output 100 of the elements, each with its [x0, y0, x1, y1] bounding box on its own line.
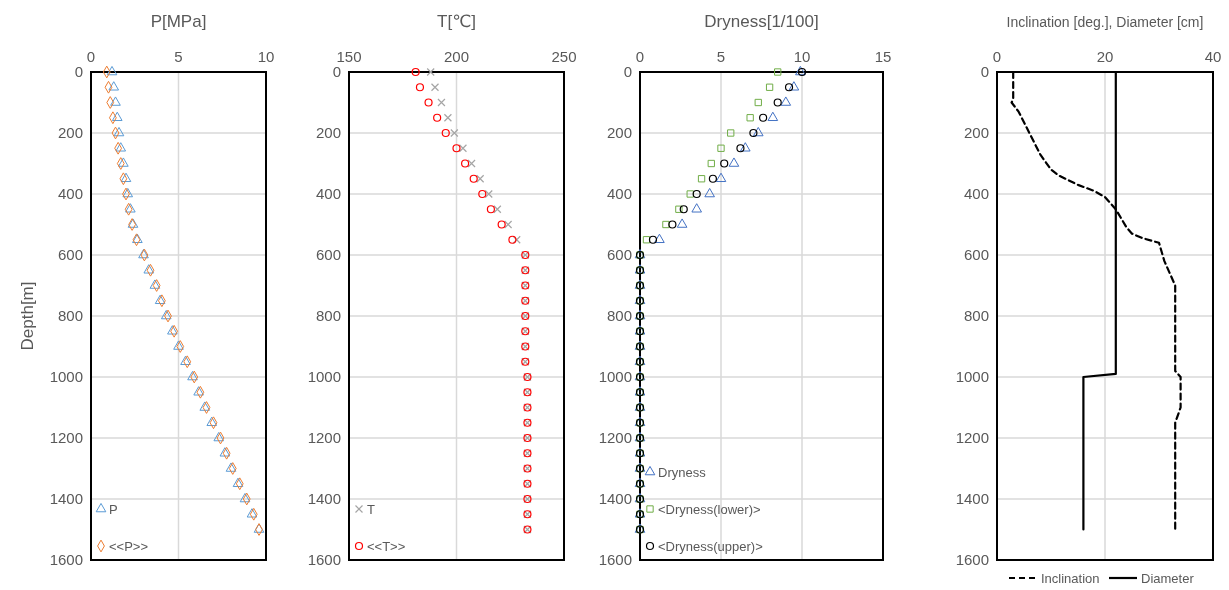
- point: [708, 174, 717, 183]
- point: [437, 98, 446, 107]
- legend-label: Diameter: [1141, 570, 1195, 586]
- point: [108, 81, 120, 91]
- y-tick-label: 800: [963, 307, 989, 325]
- y-tick-label: 1000: [598, 368, 632, 386]
- x-tick-label: 5: [174, 48, 183, 65]
- point: [115, 142, 127, 152]
- legend-label: <Dryness(upper)>: [658, 538, 763, 554]
- y-tick-label: 1200: [307, 429, 341, 447]
- y-tick-label: 600: [606, 246, 632, 264]
- point: [686, 190, 694, 198]
- point: [728, 157, 740, 167]
- point: [430, 83, 440, 92]
- point: [441, 128, 450, 138]
- y-tick-label: 1600: [307, 551, 341, 569]
- point: [433, 113, 442, 122]
- point: [727, 129, 735, 137]
- point: [458, 144, 468, 153]
- y-tick-label: 1400: [955, 490, 989, 508]
- x-tick-label: 0: [86, 48, 96, 65]
- x-tick-label: 250: [551, 48, 577, 65]
- point: [715, 172, 727, 183]
- point: [111, 111, 123, 122]
- point: [774, 68, 782, 76]
- point: [679, 205, 688, 214]
- y-tick-label: 0: [74, 63, 83, 81]
- point: [110, 96, 121, 106]
- point: [692, 189, 701, 199]
- point: [648, 235, 658, 244]
- y-tick-label: 200: [57, 124, 83, 142]
- y-tick-label: 1400: [598, 490, 632, 508]
- y-tick-label: 400: [963, 185, 989, 203]
- y-tick-label: 1600: [49, 551, 83, 569]
- point: [654, 233, 665, 244]
- point: [780, 96, 792, 106]
- point: [426, 67, 435, 77]
- point: [767, 111, 779, 122]
- point: [443, 113, 452, 122]
- x-tick-label: 40: [1204, 48, 1222, 65]
- point: [746, 114, 754, 122]
- point: [765, 83, 774, 91]
- point: [717, 144, 725, 152]
- x-axis-title: Inclination [deg.], Diameter [cm]: [1006, 14, 1204, 30]
- y-tick-label: 0: [980, 63, 989, 81]
- point: [452, 144, 461, 153]
- x-tick-label: 15: [874, 48, 892, 65]
- point: [739, 142, 751, 152]
- y-tick-label: 200: [315, 124, 341, 142]
- legend-label: Dryness: [658, 464, 707, 480]
- point: [736, 144, 745, 153]
- y-tick-label: 600: [57, 246, 83, 264]
- y-tick-label: 1200: [955, 429, 989, 447]
- point: [160, 309, 172, 320]
- y-axis-title: Depth[m]: [18, 281, 37, 351]
- point: [749, 128, 758, 138]
- legend-label: P: [109, 501, 118, 517]
- point: [676, 218, 688, 228]
- point: [484, 189, 493, 199]
- point: [720, 159, 729, 168]
- legend-label: <Dryness(lower)>: [658, 501, 761, 517]
- point: [754, 98, 762, 107]
- legend-label: <<T>>: [367, 538, 406, 554]
- x-tick-label: 150: [336, 48, 362, 65]
- point: [691, 203, 703, 213]
- point: [697, 175, 706, 183]
- point: [122, 187, 134, 198]
- y-tick-label: 400: [315, 185, 341, 203]
- y-tick-label: 0: [623, 63, 632, 81]
- y-tick-label: 800: [315, 307, 341, 325]
- point: [759, 113, 768, 122]
- point: [415, 83, 425, 92]
- point: [668, 220, 677, 229]
- point: [642, 236, 651, 244]
- y-tick-label: 800: [606, 307, 632, 325]
- y-tick-label: 1200: [598, 429, 632, 447]
- legend-label: T: [367, 501, 375, 517]
- y-tick-label: 200: [963, 124, 989, 142]
- y-tick-label: 1600: [598, 551, 632, 569]
- y-tick-label: 1000: [307, 368, 341, 386]
- y-tick-label: 1600: [955, 551, 989, 569]
- legend-label: <<P>>: [109, 538, 149, 554]
- x-tick-label: 10: [257, 48, 275, 65]
- point: [675, 205, 683, 213]
- point: [773, 98, 782, 107]
- y-tick-label: 1200: [49, 429, 83, 447]
- x-tick-label: 10: [793, 48, 811, 65]
- point: [424, 98, 433, 107]
- point: [707, 159, 715, 168]
- point: [120, 172, 132, 183]
- legend-label: Inclination: [1041, 570, 1100, 586]
- x-axis-title: P[MPa]: [150, 12, 207, 31]
- point: [662, 220, 670, 229]
- x-axis-title: Dryness[1/100]: [704, 12, 819, 31]
- point: [478, 189, 487, 199]
- point: [497, 220, 506, 229]
- point: [493, 205, 502, 214]
- y-tick-label: 200: [606, 124, 632, 142]
- point: [106, 65, 118, 76]
- x-tick-label: 5: [716, 48, 726, 65]
